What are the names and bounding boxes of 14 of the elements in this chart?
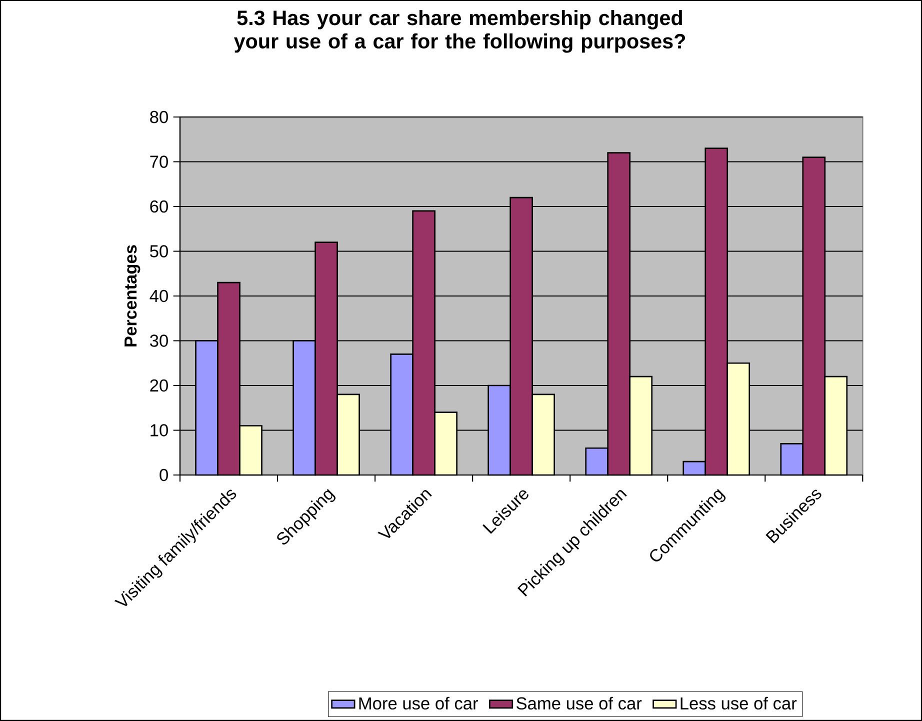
legend-label: More use of car <box>359 696 478 710</box>
y-tick-label: 30 <box>150 334 168 347</box>
y-tick-label: 20 <box>150 379 168 392</box>
y-tick-label: 80 <box>150 110 168 124</box>
chart-title: 5.3 Has your car share membership changed your use of a car for the following purposes? <box>234 10 686 53</box>
y-tick-label: 10 <box>150 424 168 436</box>
y-tick-label: 40 <box>150 290 168 302</box>
legend-label: Same use of car <box>516 696 642 710</box>
y-tick-label: 70 <box>150 156 168 168</box>
legend-label: Less use of car <box>680 696 797 710</box>
y-axis-title: Percentages <box>124 245 140 346</box>
y-tick-label: 60 <box>150 200 168 213</box>
y-tick-label: 50 <box>150 245 168 258</box>
y-tick-label: 0 <box>160 468 168 482</box>
